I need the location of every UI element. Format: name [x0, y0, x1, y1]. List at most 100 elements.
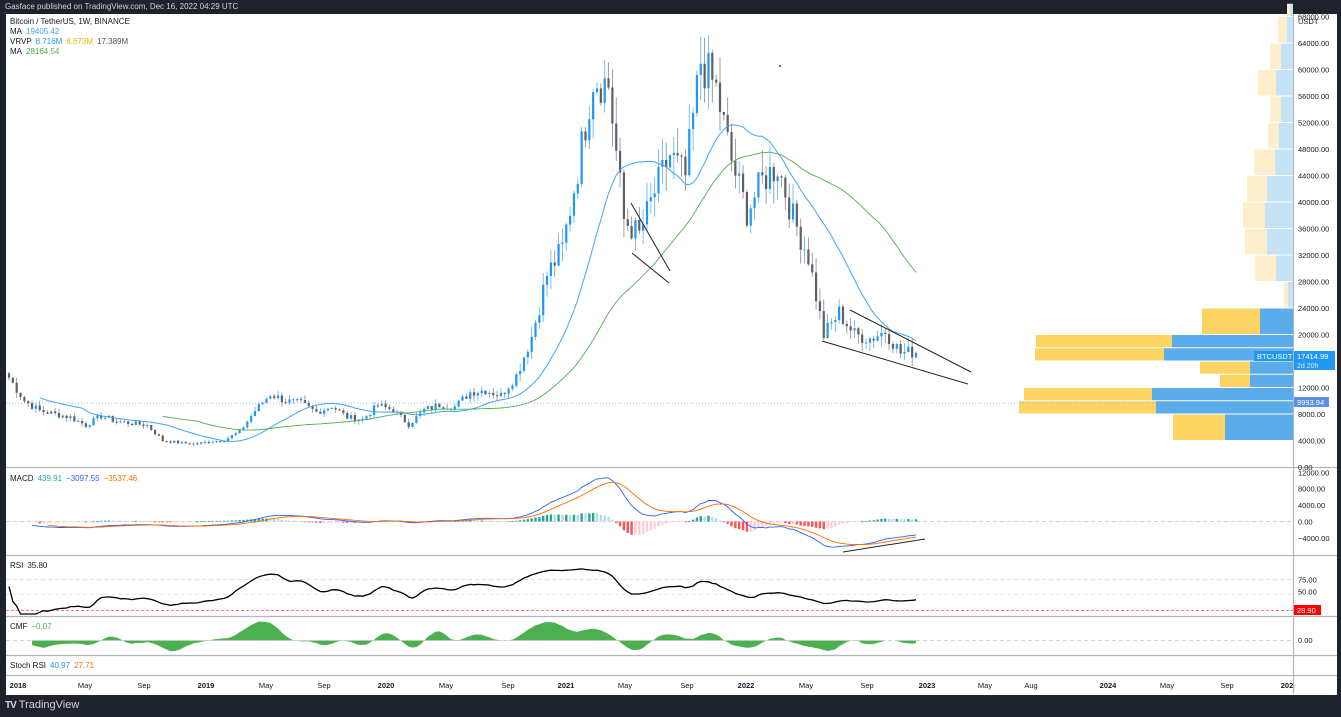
vrvp-up-value: 8.716M [35, 37, 63, 46]
hline-price-label: 9993.94 [1294, 397, 1329, 407]
stoch-d-value: 27.71 [74, 661, 95, 670]
time-tick: Sep [137, 681, 150, 690]
price-tick: 12000.00 [1298, 384, 1329, 393]
vrvp-total-value: 17.389M [97, 37, 129, 46]
time-axis[interactable]: 2018 May Sep 2019 May Sep 2020 May Sep 2021 May Sep… [10, 681, 1294, 690]
rsi-marker-label: 28.90 [1294, 605, 1321, 615]
price-tick: 24000.00 [1298, 304, 1329, 313]
ma-slow-line [162, 151, 917, 431]
price-tick: 68000.00 [1298, 13, 1329, 22]
legend-vrvp[interactable]: VRVP 8.716M 8.673M 17.389M [10, 37, 130, 47]
rsi-tick: 50.00 [1298, 588, 1317, 597]
price-tick: 48000.00 [1298, 145, 1329, 154]
rsi-line [8, 568, 917, 615]
footer-bar: TV TradingView [0, 695, 1341, 717]
time-tick: May [78, 681, 92, 690]
attribution-text: Gasface published on TradingView.com, De… [5, 2, 239, 11]
time-tick: Sep [860, 681, 873, 690]
macd-tick: 4000.00 [1298, 501, 1325, 510]
legend-ma-fast[interactable]: MA 19405.42 [10, 27, 130, 37]
ma-fast-line [39, 124, 917, 442]
cmf-area [32, 621, 916, 652]
price-tick: 0.00 [1298, 463, 1313, 472]
price-tick: 36000.00 [1298, 225, 1329, 234]
stoch-rsi-legend[interactable]: Stoch RSI 40.97 27.71 [10, 661, 94, 671]
time-tick: May [618, 681, 632, 690]
ma-fast-value: 19405.42 [26, 27, 60, 36]
main-legend: Bitcoin / TetherUS, 1W, BINANCE MA 19405.… [10, 17, 130, 57]
trendlines [630, 202, 972, 385]
macd-signal-line [47, 481, 917, 545]
price-tick: 4000.00 [1298, 437, 1325, 446]
macd-tick: 8000.00 [1298, 485, 1325, 494]
price-tick: 64000.00 [1298, 39, 1329, 48]
price-tick: 60000.00 [1298, 66, 1329, 75]
time-tick: 2018 [10, 681, 27, 690]
time-tick: 2021 [558, 681, 575, 690]
currency-label: USDT [1298, 17, 1319, 26]
macd-tick: −4000.00 [1298, 534, 1330, 543]
volume-profile [1019, 3, 1293, 440]
time-tick: 2023 [919, 681, 936, 690]
price-tick: 52000.00 [1298, 119, 1329, 128]
price-tick: 40000.00 [1298, 198, 1329, 207]
price-axis[interactable]: 0.00 4000.00 8000.00 12000.00 20000.00 24000.… [1298, 13, 1330, 646]
time-tick: Sep [680, 681, 693, 690]
time-tick: 2022 [738, 681, 755, 690]
time-tick: Sep [317, 681, 330, 690]
tradingview-logo-text: TradingView [18, 699, 80, 711]
vrvp-down-value: 8.673M [66, 37, 94, 46]
macd-divergence-line [842, 538, 926, 553]
stoch-rsi-label: Stoch RSI [10, 661, 47, 670]
macd-signal-value: −3537.46 [103, 474, 138, 483]
last-price-label: BTCUSDT 17414.99 2d 20h [1254, 351, 1335, 370]
tradingview-logo-icon: TV [5, 699, 17, 711]
price-tick: 44000.00 [1298, 172, 1329, 181]
time-tick: May [439, 681, 453, 690]
rsi-tick: 75.00 [1298, 575, 1317, 584]
legend-ma-slow[interactable]: MA 28164.54 [10, 47, 130, 57]
candlestick-series [7, 35, 918, 446]
tradingview-logo[interactable]: TV TradingView [5, 699, 79, 711]
red-dot [779, 65, 781, 67]
price-tick: 56000.00 [1298, 92, 1329, 101]
rsi-legend[interactable]: RSI 35.80 [10, 561, 47, 571]
time-tick: 2024 [1100, 681, 1118, 690]
time-tick: Sep [501, 681, 514, 690]
cmf-value: −0.07 [31, 622, 52, 631]
price-tick: 28000.00 [1298, 278, 1329, 287]
macd-line [32, 477, 917, 548]
rsi-marker-value: 28.90 [1297, 606, 1316, 615]
cmf-tick: 0.00 [1298, 636, 1313, 645]
price-tick: 32000.00 [1298, 251, 1329, 260]
time-tick: Aug [1024, 681, 1037, 690]
ma-slow-value: 28164.54 [26, 47, 60, 56]
bar-countdown: 2d 20h [1297, 363, 1319, 370]
time-tick: 2019 [198, 681, 215, 690]
macd-label: MACD [10, 474, 34, 483]
pane-separators [6, 14, 1337, 694]
ma-slow-label: MA [10, 47, 22, 56]
time-tick: May [1160, 681, 1174, 690]
rsi-label: RSI [10, 561, 24, 570]
time-tick: May [259, 681, 273, 690]
time-tick: 2020 [378, 681, 395, 690]
rsi-value: 35.80 [27, 561, 48, 570]
last-price-symbol: BTCUSDT [1257, 352, 1293, 361]
time-tick: May [978, 681, 992, 690]
ma-fast-label: MA [10, 27, 22, 36]
symbol-title[interactable]: Bitcoin / TetherUS, 1W, BINANCE [10, 17, 130, 26]
macd-tick: 12000.00 [1298, 468, 1329, 477]
stoch-k-value: 40.97 [50, 661, 71, 670]
cmf-legend[interactable]: CMF −0.07 [10, 622, 52, 632]
macd-hist-value: 439.91 [37, 474, 63, 483]
time-tick: Sep [1220, 681, 1233, 690]
macd-legend[interactable]: MACD 439.91 −3097.55 −3537.46 [10, 474, 137, 484]
time-tick: May [799, 681, 813, 690]
time-tick: 202 [1281, 681, 1294, 690]
price-tick: 20000.00 [1298, 331, 1329, 340]
attribution-bar: Gasface published on TradingView.com, De… [0, 0, 1341, 14]
hline-price-value: 9993.94 [1297, 398, 1324, 407]
last-price-value: 17414.99 [1297, 352, 1328, 361]
